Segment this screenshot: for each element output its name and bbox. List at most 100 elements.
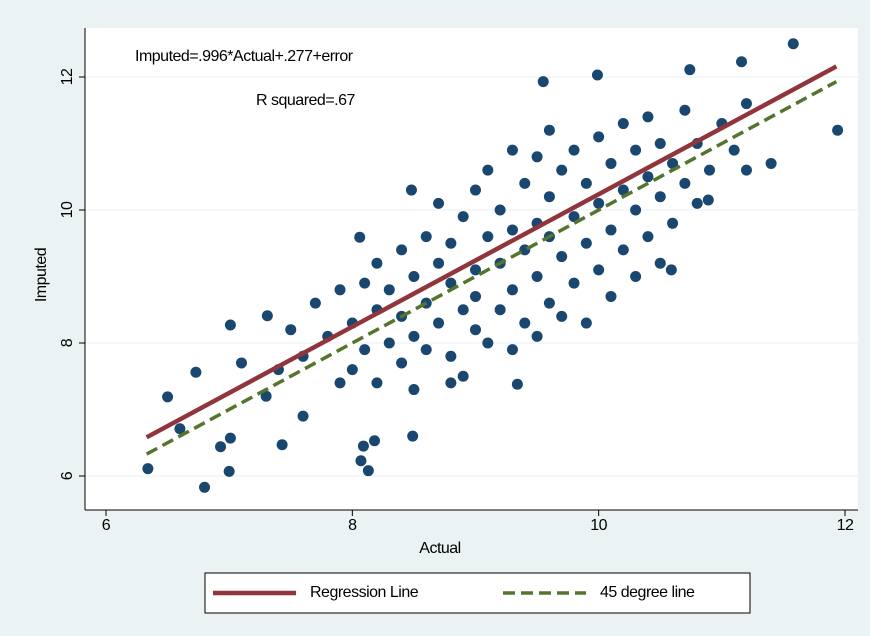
point (494, 304, 506, 316)
point (642, 111, 654, 123)
point (357, 440, 369, 452)
point (605, 290, 617, 302)
point (568, 211, 580, 223)
point (261, 310, 273, 322)
point (684, 64, 696, 76)
x-tick-label: 6 (102, 517, 111, 534)
point (704, 164, 716, 176)
y-tick-label: 8 (59, 338, 76, 347)
point (215, 441, 227, 453)
point (285, 324, 297, 336)
annotation: R squared=.67 (256, 92, 356, 109)
point (787, 38, 799, 50)
point (371, 377, 383, 389)
point (543, 297, 555, 309)
point (371, 257, 383, 269)
point (359, 277, 371, 289)
y-tick-label: 10 (59, 201, 76, 218)
point (457, 211, 469, 223)
point (593, 131, 605, 143)
point (396, 244, 408, 256)
point (617, 184, 629, 196)
point (445, 277, 457, 289)
point (531, 151, 543, 163)
point (580, 317, 592, 329)
x-tick-label: 8 (348, 517, 357, 534)
point (276, 439, 288, 451)
x-axis-title: Actual (419, 540, 460, 557)
point (407, 430, 419, 442)
point (832, 124, 844, 136)
point (420, 344, 432, 356)
point (617, 244, 629, 256)
point (445, 377, 457, 389)
point (654, 191, 666, 203)
point (740, 164, 752, 176)
y-tick-label: 6 (59, 471, 76, 480)
point (482, 164, 494, 176)
point (142, 463, 154, 475)
point (580, 237, 592, 249)
point (506, 144, 518, 156)
point (642, 171, 654, 183)
point (519, 317, 531, 329)
point (537, 76, 549, 88)
point (654, 138, 666, 149)
point (334, 377, 346, 389)
point (506, 284, 518, 296)
point (457, 304, 469, 316)
point (531, 330, 543, 342)
point (506, 344, 518, 356)
point (383, 337, 395, 349)
point (445, 350, 457, 362)
point (568, 144, 580, 156)
point (482, 337, 494, 349)
point (556, 310, 568, 322)
point (593, 197, 605, 209)
point (260, 390, 272, 402)
point (556, 164, 568, 176)
x-tick-label: 10 (590, 517, 607, 534)
point (568, 277, 580, 289)
point (642, 231, 654, 243)
point (580, 177, 592, 189)
point (408, 330, 420, 342)
point (190, 366, 202, 378)
point (355, 455, 367, 467)
point (457, 370, 469, 382)
point (605, 157, 617, 169)
line (145, 64, 838, 440)
y-axis-title: Imputed (33, 248, 50, 302)
point (511, 378, 523, 390)
point (630, 144, 642, 156)
point (531, 271, 543, 282)
point (470, 324, 481, 336)
line (145, 80, 838, 456)
point (396, 357, 408, 369)
point (482, 231, 494, 243)
point (297, 410, 309, 422)
point (383, 284, 395, 296)
point (470, 290, 481, 302)
point (174, 423, 186, 435)
point (408, 384, 420, 396)
point (679, 177, 691, 189)
point (354, 231, 366, 243)
point (346, 364, 358, 376)
point (654, 257, 666, 269)
point (765, 157, 777, 169)
point (667, 217, 679, 229)
legend-label: 45 degree line (600, 584, 695, 601)
point (591, 69, 603, 81)
point (667, 157, 679, 169)
point (433, 197, 445, 209)
point (359, 344, 371, 356)
point (506, 224, 518, 236)
point (433, 257, 445, 269)
point (543, 124, 555, 136)
y-tick-label: 12 (59, 68, 76, 85)
point (665, 264, 677, 276)
point (691, 197, 703, 209)
point (470, 264, 481, 276)
point (470, 184, 481, 196)
